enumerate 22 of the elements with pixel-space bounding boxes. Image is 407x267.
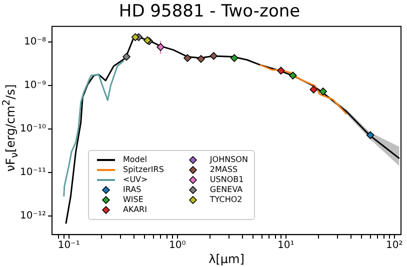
legend-label: AKARI <box>123 205 147 215</box>
x-tick-label: 10² <box>386 240 403 252</box>
x-tick-label: 10⁻¹ <box>58 240 80 252</box>
legend-label: 2MASS <box>210 165 238 175</box>
legend-label: GENEVA <box>210 185 243 195</box>
y-tick-label: 10⁻¹² <box>20 210 46 222</box>
y-tick-label: 10⁻¹¹ <box>20 167 46 178</box>
y-tick-label: 10⁻¹⁰ <box>20 124 46 135</box>
x-tick-label: 10⁰ <box>168 240 186 252</box>
legend-label: WISE <box>123 195 144 205</box>
legend-label: SpitzerIRS <box>123 165 164 175</box>
legend-label: <UV> <box>123 175 148 185</box>
legend-label: IRAS <box>123 185 142 195</box>
legend-label: TYCHO2 <box>210 195 242 205</box>
x-axis-title: λ[μm] <box>208 252 244 266</box>
x-tick-label: 10¹ <box>278 240 294 252</box>
legend-label: JOHNSON <box>210 155 248 165</box>
y-tick-label: 10⁻⁹ <box>24 80 46 92</box>
legend-label: Model <box>123 155 148 165</box>
legend-label: USNOB1 <box>210 175 244 185</box>
chart-title: HD 95881 - Two-zone <box>118 2 300 22</box>
y-tick-label: 10⁻⁸ <box>24 36 46 48</box>
